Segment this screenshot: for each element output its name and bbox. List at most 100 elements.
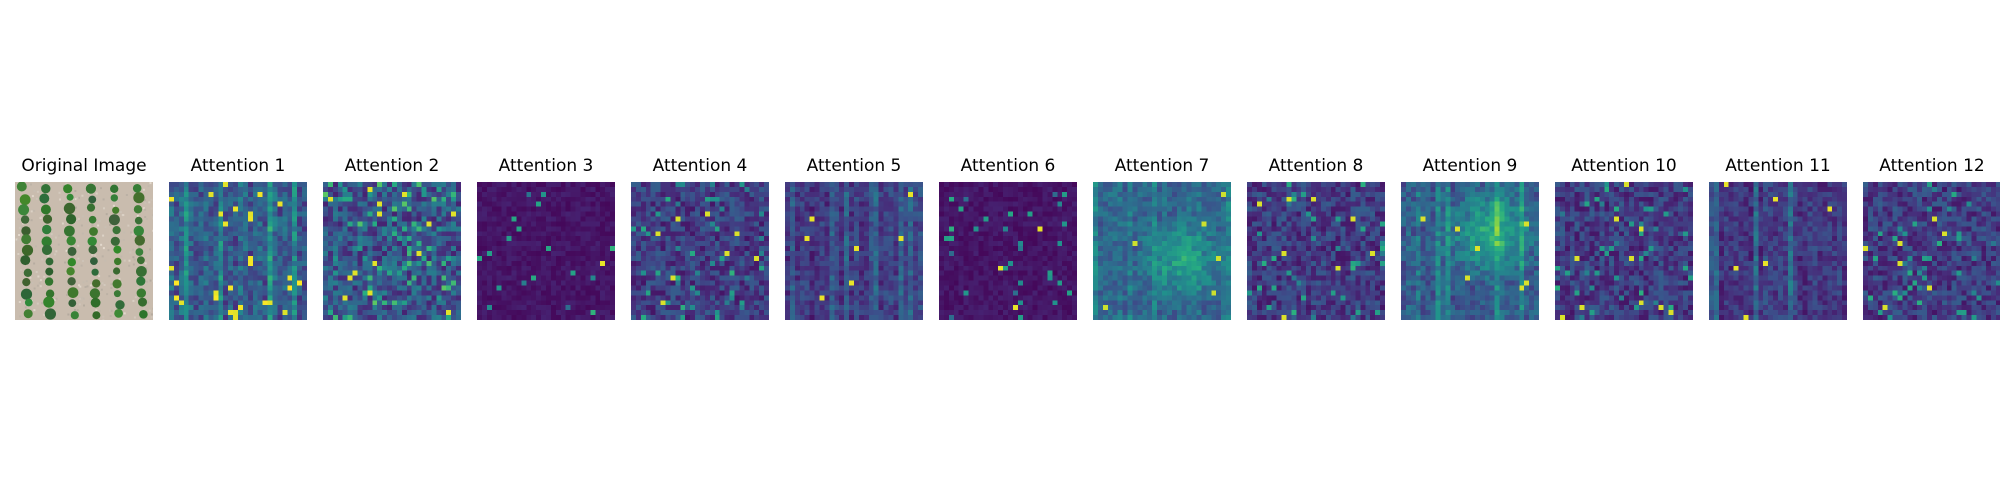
soil-speck [123,312,126,315]
tree-crown [24,298,33,307]
soil-speck [122,239,125,241]
soil-speck [20,268,23,271]
attention-heatmap [785,182,923,320]
soil-speck [83,304,85,307]
tree-crown [112,226,121,235]
soil-speck [101,255,104,258]
soil-speck [29,276,32,279]
soil-speck [118,277,121,280]
soil-speck [98,219,101,222]
soil-speck [15,238,18,241]
panel-title: Attention 4 [652,156,748,176]
soil-speck [149,248,151,251]
soil-speck [104,259,107,262]
soil-speck [89,298,92,301]
soil-speck [53,298,56,301]
soil-speck [78,297,81,300]
soil-speck [120,255,123,258]
soil-speck [37,275,40,278]
soil-speck [94,254,97,257]
tree-crown [70,311,79,320]
soil-speck [86,285,89,288]
soil-speck [85,280,88,283]
tree-crown [113,245,122,254]
soil-speck [24,306,27,309]
soil-speck [80,264,83,267]
tree-crown [88,245,98,255]
tree-crown [139,310,148,319]
soil-speck [54,253,57,256]
soil-speck [103,284,106,286]
panel-title: Attention 11 [1725,156,1831,176]
soil-speck [111,231,114,234]
soil-speck [98,275,101,278]
soil-speck [19,256,22,259]
soil-speck [78,196,80,199]
soil-speck [82,297,85,300]
soil-speck [100,187,102,190]
soil-speck [76,197,79,200]
soil-speck [102,315,105,318]
attention-heatmap [1709,182,1847,320]
panel-title: Attention 5 [806,156,902,176]
soil-speck [30,210,33,213]
soil-speck [50,185,53,188]
soil-speck [91,253,94,256]
soil-speck [51,234,53,237]
panel-title: Attention 9 [1422,156,1518,176]
tree-crown [67,246,77,256]
tree-crown [43,296,55,308]
attention-heatmap [1247,182,1385,320]
tree-crown [22,278,31,287]
tree-crown [133,225,144,237]
soil-speck [23,302,26,305]
soil-speck [121,247,124,250]
soil-speck [109,309,112,312]
soil-speck [95,192,98,195]
soil-speck [33,287,36,290]
tree-crown [68,299,77,307]
soil-speck [81,232,84,235]
soil-speck [132,191,135,194]
tree-crown [86,203,96,212]
soil-speck [133,316,136,319]
soil-speck [55,250,58,253]
tree-crown [138,297,147,307]
soil-speck [119,239,122,242]
panel-title: Attention 3 [498,156,594,176]
soil-speck [142,188,145,191]
tree-crown [39,193,50,204]
soil-speck [36,302,39,305]
soil-speck [150,313,153,316]
soil-speck [133,258,136,261]
tree-crown [133,205,143,214]
tree-crown [91,268,99,276]
soil-speck [80,224,83,227]
soil-background [15,182,153,320]
soil-speck [100,243,103,246]
soil-speck [101,282,104,285]
soil-speck [123,259,126,262]
tree-crown [20,215,30,224]
soil-speck [95,309,98,312]
tree-crown [108,214,120,226]
soil-speck [33,189,36,192]
soil-speck [143,199,146,201]
soil-speck [43,313,46,316]
tree-crown [66,236,76,246]
soil-speck [144,208,147,211]
soil-speck [130,231,133,234]
attention-heatmap [323,182,461,320]
soil-speck [145,267,148,270]
tree-crown [66,214,77,225]
soil-speck [108,275,111,278]
soil-speck [67,313,70,316]
soil-speck [125,194,128,196]
tree-crown [45,257,54,266]
soil-speck [50,233,53,236]
soil-speck [67,245,70,247]
tree-crown [21,226,31,236]
soil-speck [106,293,109,296]
soil-speck [127,224,130,227]
soil-speck [132,263,135,266]
